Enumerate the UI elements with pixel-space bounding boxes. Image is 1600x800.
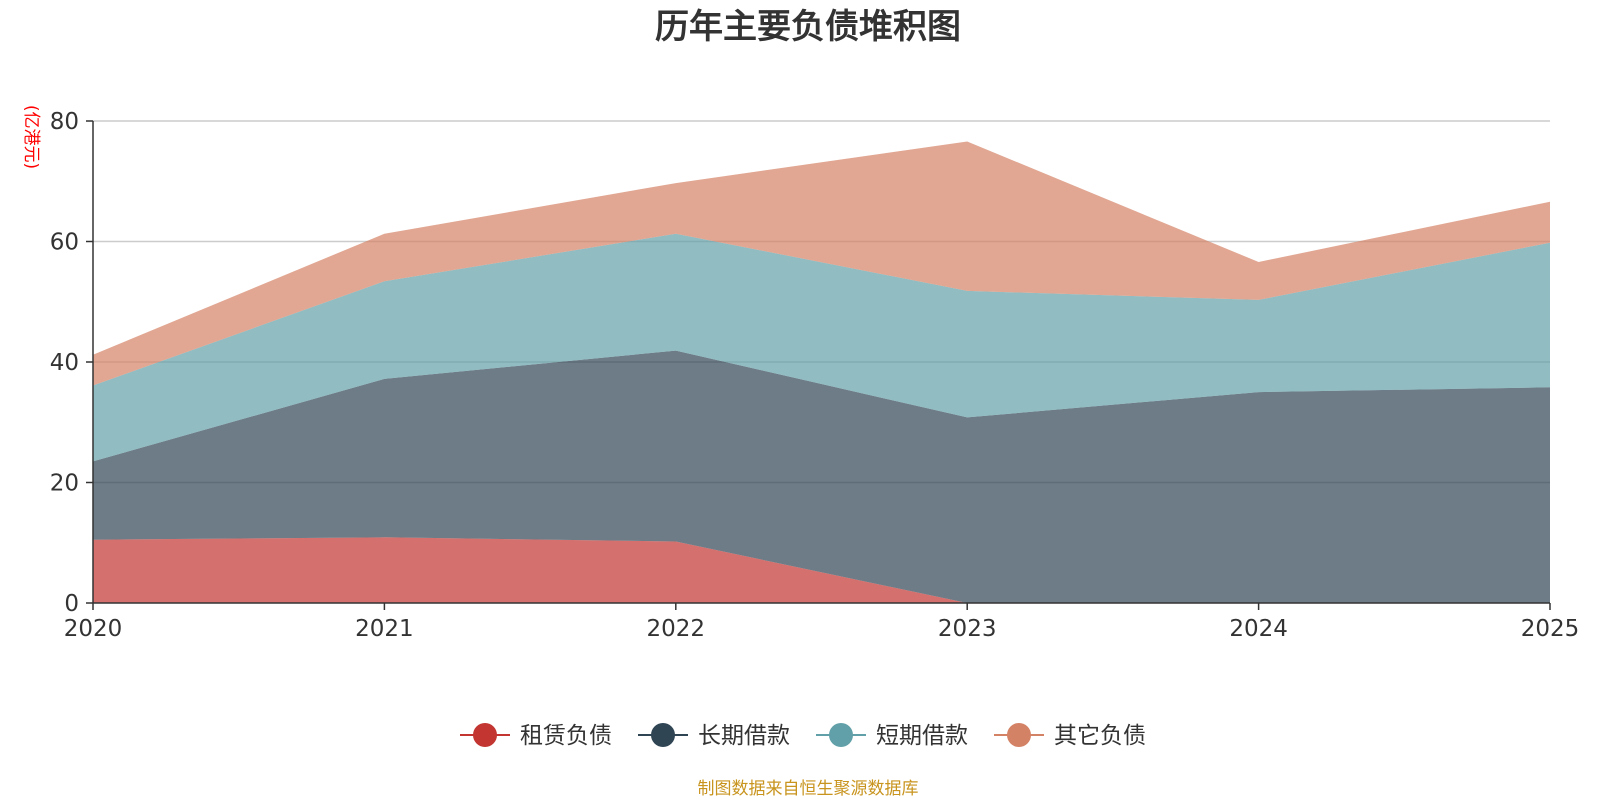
axis-layer: 0 20 40 60 80 2020 2021 2022 2023 2024 2025 [50, 109, 1580, 642]
y-tick-label-60: 60 [50, 230, 79, 256]
legend-marker [1007, 723, 1031, 747]
legend-marker [473, 723, 497, 747]
data-source-note: 制图数据来自恒生聚源数据库 [698, 779, 919, 799]
area-layer [93, 141, 1550, 603]
area-series-2 [93, 350, 1550, 603]
legend-label: 其它负债 [1054, 723, 1146, 749]
y-axis-label: (亿港元) [21, 105, 41, 169]
legend-item-1[interactable]: 租赁负债 [460, 723, 612, 749]
legend-marker [651, 723, 675, 747]
legend-item-3[interactable]: 短期借款 [816, 723, 968, 749]
legend-item-2[interactable]: 长期借款 [638, 723, 790, 749]
legend-label: 长期借款 [698, 723, 790, 749]
legend-label: 短期借款 [876, 723, 968, 749]
area-series-3 [93, 233, 1550, 462]
y-tick-label-80: 80 [50, 109, 79, 135]
chart-title: 历年主要负债堆积图 [655, 7, 961, 47]
x-tick-label-2020: 2020 [64, 616, 123, 642]
legend-item-4[interactable]: 其它负债 [994, 723, 1146, 749]
area-series-4 [93, 141, 1550, 386]
x-tick-label-2022: 2022 [647, 616, 706, 642]
x-tick-label-2023: 2023 [938, 616, 997, 642]
legend-marker [829, 723, 853, 747]
y-tick-label-20: 20 [50, 471, 79, 497]
legend-label: 租赁负债 [520, 723, 612, 749]
x-tick-label-2024: 2024 [1229, 616, 1288, 642]
y-tick-label-0: 0 [64, 591, 79, 617]
x-tick-label-2021: 2021 [355, 616, 414, 642]
legend[interactable]: 租赁负债 长期借款 短期借款 其它负债 [460, 723, 1146, 749]
area-series-1 [93, 537, 1550, 603]
y-tick-label-40: 40 [50, 350, 79, 376]
x-tick-label-2025: 2025 [1521, 616, 1580, 642]
